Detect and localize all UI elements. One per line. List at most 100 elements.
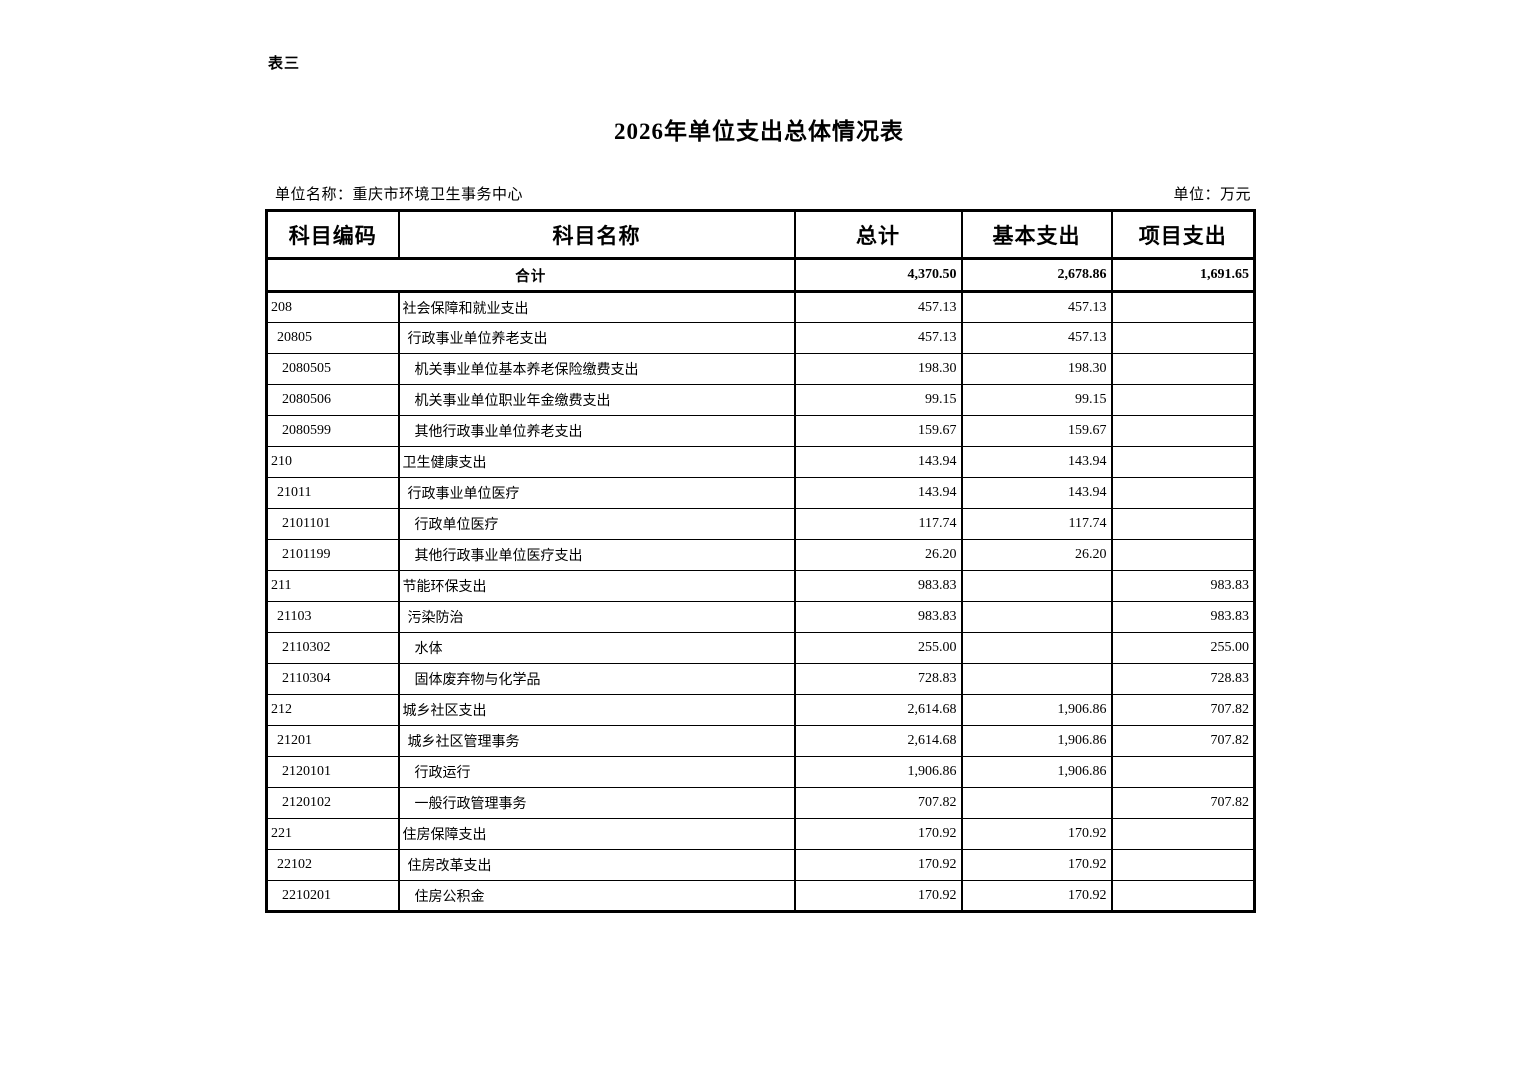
total-amount-cell: 2,614.68 — [793, 694, 963, 726]
header-row: 科目编码 科目名称 总计 基本支出 项目支出 — [265, 209, 1256, 260]
basic-expense-cell — [960, 663, 1113, 695]
basic-expense-cell: 117.74 — [960, 508, 1113, 540]
subject-name-cell: 污染防治 — [397, 601, 796, 633]
basic-expense-cell: 143.94 — [960, 477, 1113, 509]
basic-expense-cell: 159.67 — [960, 415, 1113, 447]
table-row: 2120101 行政运行 1,906.86 1,906.86 — [265, 756, 1256, 788]
project-expense-cell — [1110, 849, 1256, 881]
basic-expense-cell: 170.92 — [960, 880, 1113, 913]
basic-expense-cell: 198.30 — [960, 353, 1113, 385]
total-label-cell: 合计 — [265, 257, 796, 293]
subject-name-cell: 住房改革支出 — [397, 849, 796, 881]
project-expense-cell: 707.82 — [1110, 787, 1256, 819]
project-expense-cell — [1110, 508, 1256, 540]
header-cell-basic-expense: 基本支出 — [960, 209, 1113, 260]
table-row: 2210201 住房公积金 170.92 170.92 — [265, 880, 1256, 913]
subject-code-cell: 21011 — [265, 477, 400, 509]
table-body: 208 社会保障和就业支出 457.13 457.13 20805 行政事业单位养老支出 4… — [265, 291, 1256, 913]
table-row: 2101101 行政单位医疗 117.74 117.74 — [265, 508, 1256, 540]
unit-name-text: 单位名称：重庆市环境卫生事务中心 — [275, 187, 524, 203]
subject-name-cell: 机关事业单位基本养老保险缴费支出 — [397, 353, 796, 385]
table-row: 22102 住房改革支出 170.92 170.92 — [265, 849, 1256, 881]
total-amount-cell: 170.92 — [793, 818, 963, 850]
subject-code-cell: 2080505 — [265, 353, 400, 385]
table-number-label: 表三 — [268, 55, 301, 72]
project-expense-cell: 707.82 — [1110, 725, 1256, 757]
subject-name-cell: 水体 — [397, 632, 796, 664]
subject-name-cell: 住房保障支出 — [397, 818, 796, 850]
project-expense-cell — [1110, 353, 1256, 385]
subject-code-cell: 21103 — [265, 601, 400, 633]
total-amount-cell: 1,906.86 — [793, 756, 963, 788]
project-expense-cell — [1110, 756, 1256, 788]
subject-name-cell: 行政单位医疗 — [397, 508, 796, 540]
subject-code-cell: 211 — [265, 570, 400, 602]
total-amount-cell: 4,370.50 — [793, 257, 963, 293]
table-row: 21103 污染防治 983.83 983.83 — [265, 601, 1256, 633]
subject-code-cell: 2101101 — [265, 508, 400, 540]
project-expense-cell — [1110, 880, 1256, 913]
table-row: 2120102 一般行政管理事务 707.82 707.82 — [265, 787, 1256, 819]
total-amount-cell: 728.83 — [793, 663, 963, 695]
subject-code-cell: 2080506 — [265, 384, 400, 416]
table-row: 2110304 固体废弃物与化学品 728.83 728.83 — [265, 663, 1256, 695]
basic-expense-cell: 1,906.86 — [960, 694, 1113, 726]
table-row: 20805 行政事业单位养老支出 457.13 457.13 — [265, 322, 1256, 354]
basic-expense-cell — [960, 632, 1113, 664]
subject-code-cell: 2120101 — [265, 756, 400, 788]
basic-expense-cell: 170.92 — [960, 818, 1113, 850]
total-amount-cell: 457.13 — [793, 291, 963, 323]
subject-code-cell: 2110302 — [265, 632, 400, 664]
table-row: 21011 行政事业单位医疗 143.94 143.94 — [265, 477, 1256, 509]
table-row: 2110302 水体 255.00 255.00 — [265, 632, 1256, 664]
subject-name-cell: 其他行政事业单位养老支出 — [397, 415, 796, 447]
table-row: 208 社会保障和就业支出 457.13 457.13 — [265, 291, 1256, 323]
total-amount-cell: 457.13 — [793, 322, 963, 354]
header-cell-subject-code: 科目编码 — [265, 209, 400, 260]
total-amount-cell: 143.94 — [793, 477, 963, 509]
subject-name-cell: 行政事业单位养老支出 — [397, 322, 796, 354]
subject-name-cell: 城乡社区管理事务 — [397, 725, 796, 757]
subject-code-cell: 2110304 — [265, 663, 400, 695]
subject-name-cell: 节能环保支出 — [397, 570, 796, 602]
project-expense-cell — [1110, 446, 1256, 478]
basic-expense-cell — [960, 570, 1113, 602]
basic-expense-cell — [960, 787, 1113, 819]
subject-code-cell: 20805 — [265, 322, 400, 354]
project-expense-cell — [1110, 477, 1256, 509]
table-row: 221 住房保障支出 170.92 170.92 — [265, 818, 1256, 850]
subject-code-cell: 2101199 — [265, 539, 400, 571]
project-expense-cell: 983.83 — [1110, 601, 1256, 633]
total-amount-cell: 707.82 — [793, 787, 963, 819]
project-expense-cell — [1110, 384, 1256, 416]
project-expense-cell — [1110, 291, 1256, 323]
table-row: 212 城乡社区支出 2,614.68 1,906.86 707.82 — [265, 694, 1256, 726]
total-amount-cell: 26.20 — [793, 539, 963, 571]
expenditure-table: 科目编码 科目名称 总计 基本支出 项目支出 合计 4,370.50 2,678… — [265, 209, 1256, 913]
total-amount-cell: 2,614.68 — [793, 725, 963, 757]
project-expense-cell — [1110, 818, 1256, 850]
subject-name-cell: 其他行政事业单位医疗支出 — [397, 539, 796, 571]
project-expense-cell: 707.82 — [1110, 694, 1256, 726]
total-amount-cell: 117.74 — [793, 508, 963, 540]
total-amount-cell: 99.15 — [793, 384, 963, 416]
subject-code-cell: 2120102 — [265, 787, 400, 819]
subject-name-cell: 社会保障和就业支出 — [397, 291, 796, 323]
header-cell-subject-name: 科目名称 — [397, 209, 796, 260]
table-row: 21201 城乡社区管理事务 2,614.68 1,906.86 707.82 — [265, 725, 1256, 757]
unit-measure-text: 单位：万元 — [1173, 187, 1251, 203]
subject-code-cell: 221 — [265, 818, 400, 850]
total-amount-cell: 983.83 — [793, 601, 963, 633]
table-row: 2080505 机关事业单位基本养老保险缴费支出 198.30 198.30 — [265, 353, 1256, 385]
basic-expense-cell: 170.92 — [960, 849, 1113, 881]
table-row: 2080506 机关事业单位职业年金缴费支出 99.15 99.15 — [265, 384, 1256, 416]
project-expense-cell — [1110, 322, 1256, 354]
total-amount-cell: 170.92 — [793, 849, 963, 881]
project-expense-cell — [1110, 539, 1256, 571]
project-expense-cell: 728.83 — [1110, 663, 1256, 695]
subject-name-cell: 城乡社区支出 — [397, 694, 796, 726]
total-amount-cell: 983.83 — [793, 570, 963, 602]
basic-expense-cell: 99.15 — [960, 384, 1113, 416]
subject-name-cell: 卫生健康支出 — [397, 446, 796, 478]
